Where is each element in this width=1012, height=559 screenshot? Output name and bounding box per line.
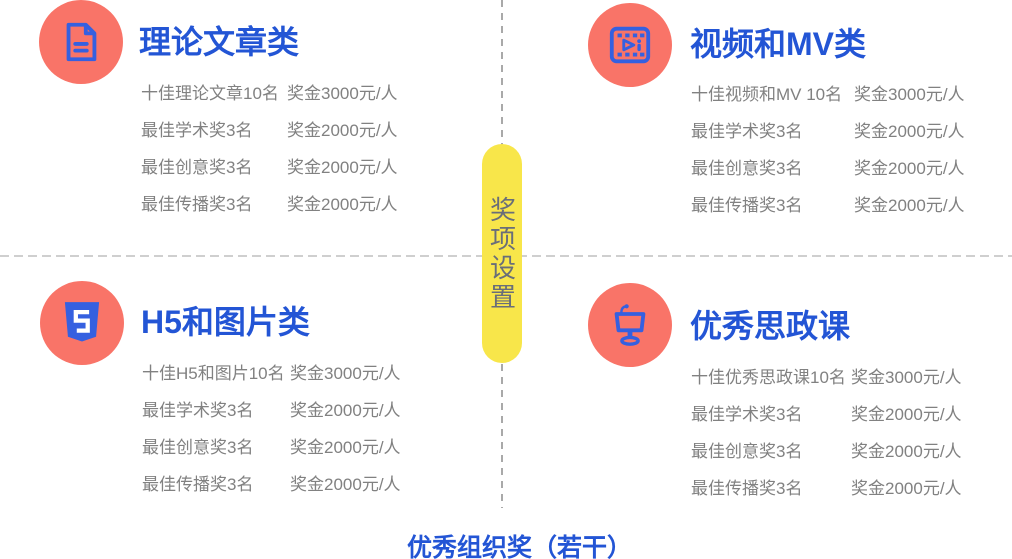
award-list-theory: 十佳理论文章10名 奖金3000元/人 最佳学术奖3名 奖金2000元/人 最佳…: [141, 84, 398, 232]
award-name: 最佳传播奖3名: [691, 196, 803, 215]
category-title-theory: 理论文章类: [139, 24, 300, 60]
award-name: 最佳学术奖3名: [141, 121, 253, 140]
award-name: 最佳创意奖3名: [141, 158, 253, 177]
award-name: 十佳视频和MV 10名: [691, 85, 843, 104]
award-amount: 奖金2000元/人: [851, 442, 962, 461]
award-row: 最佳学术奖3名 奖金2000元/人: [141, 121, 398, 141]
html5-icon: [64, 302, 100, 342]
award-amount: 奖金2000元/人: [851, 405, 962, 424]
film-play-icon: [609, 26, 651, 64]
award-row: 最佳创意奖3名 奖金2000元/人: [141, 158, 398, 178]
category-title-szk: 优秀思政课: [690, 308, 851, 344]
award-list-h5: 十佳H5和图片10名 奖金3000元/人 最佳学术奖3名 奖金2000元/人 最…: [142, 364, 401, 512]
award-amount: 奖金2000元/人: [290, 401, 401, 420]
document-icon: [66, 22, 97, 62]
award-row: 最佳创意奖3名 奖金2000元/人: [691, 159, 965, 179]
award-row: 十佳理论文章10名 奖金3000元/人: [141, 84, 398, 104]
category-title-video: 视频和MV类: [690, 26, 867, 62]
award-amount: 奖金2000元/人: [854, 159, 965, 178]
award-row: 最佳创意奖3名 奖金2000元/人: [691, 442, 962, 462]
award-amount: 奖金2000元/人: [290, 438, 401, 457]
award-row: 最佳学术奖3名 奖金2000元/人: [691, 122, 965, 142]
category-circle-theory: [39, 0, 123, 84]
award-amount: 奖金2000元/人: [287, 121, 398, 140]
award-amount: 奖金2000元/人: [854, 122, 965, 141]
award-name: 最佳学术奖3名: [142, 401, 254, 420]
award-amount: 奖金2000元/人: [851, 479, 962, 498]
award-name: 最佳创意奖3名: [142, 438, 254, 457]
podium-icon: [614, 304, 646, 346]
category-circle-video: [588, 3, 672, 87]
award-name: 最佳创意奖3名: [691, 442, 803, 461]
award-row: 最佳传播奖3名 奖金2000元/人: [142, 475, 401, 495]
award-amount: 奖金3000元/人: [290, 364, 401, 383]
award-name: 最佳学术奖3名: [691, 122, 803, 141]
center-pill-label: 奖项设置: [486, 195, 517, 312]
award-list-video: 十佳视频和MV 10名 奖金3000元/人 最佳学术奖3名 奖金2000元/人 …: [691, 85, 965, 233]
award-name: 十佳理论文章10名: [141, 84, 279, 103]
award-name: 最佳传播奖3名: [691, 479, 803, 498]
award-amount: 奖金2000元/人: [287, 195, 398, 214]
award-amount: 奖金3000元/人: [851, 368, 962, 387]
award-row: 最佳传播奖3名 奖金2000元/人: [141, 195, 398, 215]
award-row: 十佳优秀思政课10名 奖金3000元/人: [691, 368, 962, 388]
footer-note: 优秀组织奖（若干）: [407, 534, 633, 559]
award-name: 最佳传播奖3名: [142, 475, 254, 494]
award-row: 最佳学术奖3名 奖金2000元/人: [691, 405, 962, 425]
award-list-szk: 十佳优秀思政课10名 奖金3000元/人 最佳学术奖3名 奖金2000元/人 最…: [691, 368, 962, 516]
award-row: 最佳传播奖3名 奖金2000元/人: [691, 479, 962, 499]
award-name: 最佳创意奖3名: [691, 159, 803, 178]
category-circle-h5: [40, 281, 124, 365]
award-amount: 奖金2000元/人: [290, 475, 401, 494]
award-amount: 奖金3000元/人: [287, 84, 398, 103]
award-amount: 奖金2000元/人: [287, 158, 398, 177]
award-row: 最佳传播奖3名 奖金2000元/人: [691, 196, 965, 216]
award-name: 最佳传播奖3名: [141, 195, 253, 214]
award-name: 最佳学术奖3名: [691, 405, 803, 424]
award-row: 最佳学术奖3名 奖金2000元/人: [142, 401, 401, 421]
award-row: 十佳H5和图片10名 奖金3000元/人: [142, 364, 401, 384]
award-amount: 奖金2000元/人: [854, 196, 965, 215]
category-circle-szk: [588, 283, 672, 367]
award-amount: 奖金3000元/人: [854, 85, 965, 104]
award-row: 十佳视频和MV 10名 奖金3000元/人: [691, 85, 965, 105]
award-name: 十佳H5和图片10名: [142, 364, 285, 383]
category-title-h5: H5和图片类: [141, 304, 310, 340]
award-name: 十佳优秀思政课10名: [691, 368, 846, 387]
award-row: 最佳创意奖3名 奖金2000元/人: [142, 438, 401, 458]
center-pill: 奖项设置: [482, 144, 522, 363]
